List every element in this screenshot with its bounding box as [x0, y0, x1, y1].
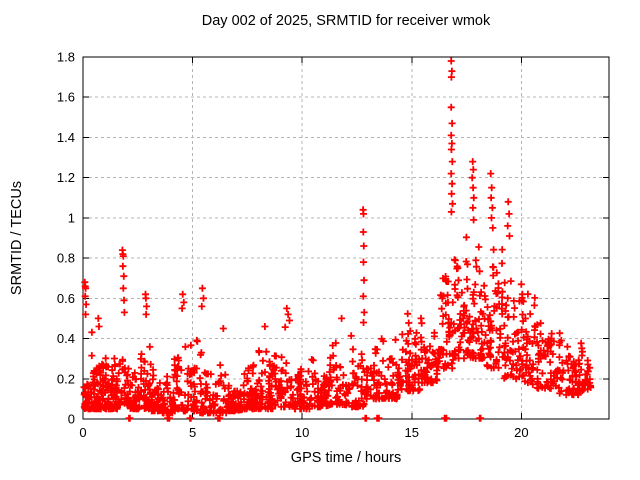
- chart-title: Day 002 of 2025, SRMTID for receiver wmo…: [201, 13, 491, 29]
- x-tick-label: 0: [79, 425, 86, 440]
- y-tick-label: 1.8: [57, 50, 75, 65]
- y-tick-label: 1.4: [57, 130, 75, 145]
- x-axis-label: GPS time / hours: [290, 450, 402, 466]
- y-tick-label: 1: [68, 210, 75, 225]
- y-tick-label: 0: [68, 412, 75, 427]
- y-tick-label: 1.2: [57, 170, 75, 185]
- plot-frame: [82, 56, 610, 420]
- x-tick-label: 10: [295, 425, 309, 440]
- y-tick-label: 1.6: [57, 90, 75, 105]
- scatter-points: [80, 57, 595, 422]
- x-tick-label: 15: [405, 425, 419, 440]
- y-tick-label: 0.6: [57, 291, 75, 306]
- y-tick-label: 0.4: [57, 331, 75, 346]
- x-tick-label: 5: [189, 425, 196, 440]
- y-tick-label: 0.2: [57, 371, 75, 386]
- y-tick-label: 0.8: [57, 251, 75, 266]
- x-tick-label: 20: [514, 425, 528, 440]
